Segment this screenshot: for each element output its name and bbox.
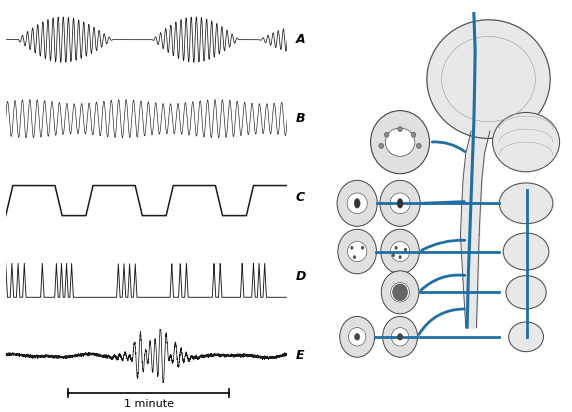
Ellipse shape bbox=[355, 333, 360, 340]
Ellipse shape bbox=[499, 183, 553, 224]
Ellipse shape bbox=[340, 316, 375, 357]
Ellipse shape bbox=[348, 241, 367, 262]
Ellipse shape bbox=[353, 255, 356, 259]
Ellipse shape bbox=[354, 199, 360, 208]
Text: D: D bbox=[296, 270, 306, 283]
Ellipse shape bbox=[383, 316, 418, 357]
Ellipse shape bbox=[371, 110, 430, 174]
Ellipse shape bbox=[509, 322, 543, 352]
Ellipse shape bbox=[404, 248, 407, 252]
Ellipse shape bbox=[382, 271, 419, 314]
Text: 1 minute: 1 minute bbox=[124, 399, 174, 409]
Ellipse shape bbox=[391, 283, 410, 302]
Text: C: C bbox=[296, 191, 305, 204]
Ellipse shape bbox=[391, 328, 409, 346]
Ellipse shape bbox=[361, 246, 364, 250]
Ellipse shape bbox=[427, 20, 550, 138]
Text: E: E bbox=[296, 349, 304, 363]
Ellipse shape bbox=[381, 229, 419, 274]
Ellipse shape bbox=[416, 143, 421, 148]
Text: B: B bbox=[296, 112, 305, 125]
Ellipse shape bbox=[506, 276, 546, 309]
Ellipse shape bbox=[350, 246, 353, 250]
Ellipse shape bbox=[390, 193, 410, 214]
Ellipse shape bbox=[391, 241, 410, 262]
Ellipse shape bbox=[392, 253, 395, 257]
Ellipse shape bbox=[503, 233, 549, 270]
Text: A: A bbox=[296, 33, 305, 46]
Ellipse shape bbox=[379, 143, 384, 148]
Ellipse shape bbox=[398, 333, 403, 340]
Ellipse shape bbox=[393, 284, 407, 301]
Ellipse shape bbox=[380, 180, 420, 226]
Ellipse shape bbox=[411, 132, 416, 137]
Ellipse shape bbox=[399, 255, 402, 259]
Ellipse shape bbox=[397, 199, 403, 208]
Ellipse shape bbox=[347, 193, 367, 214]
Ellipse shape bbox=[386, 128, 415, 156]
Ellipse shape bbox=[348, 328, 366, 346]
Ellipse shape bbox=[395, 246, 398, 250]
Ellipse shape bbox=[338, 229, 376, 274]
Ellipse shape bbox=[492, 112, 559, 172]
Ellipse shape bbox=[384, 132, 389, 137]
Ellipse shape bbox=[337, 180, 378, 226]
Ellipse shape bbox=[398, 126, 403, 132]
